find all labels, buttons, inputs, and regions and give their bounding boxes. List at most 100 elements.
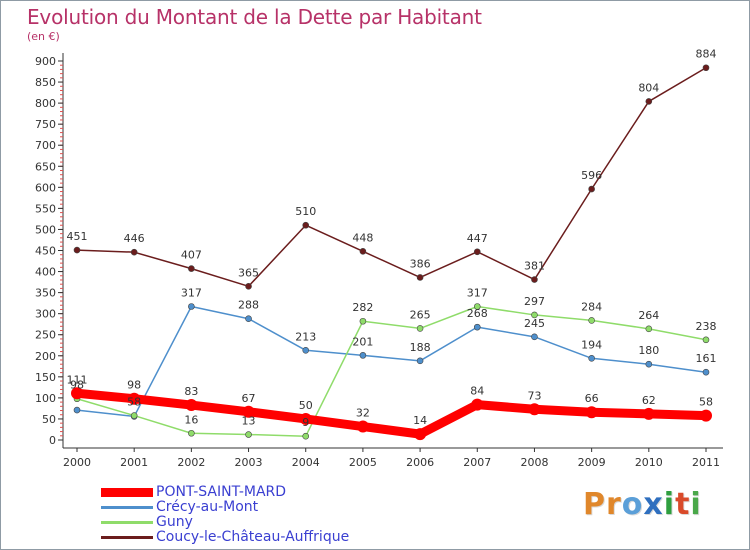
y-tick-label: 0 xyxy=(49,434,56,447)
data-label-crecy-au-mont: 268 xyxy=(467,307,488,320)
y-tick-label: 650 xyxy=(35,160,56,173)
data-label-guny: 238 xyxy=(696,320,717,333)
logo-letter: x xyxy=(643,487,664,522)
y-tick-label: 250 xyxy=(35,329,56,342)
x-tick-label: 2004 xyxy=(292,456,320,469)
data-point-guny xyxy=(302,432,310,440)
data-label-pont-saint-mard: 83 xyxy=(184,385,198,398)
data-point-coucy xyxy=(130,248,138,256)
data-point-crecy-au-mont xyxy=(473,323,481,331)
data-label-coucy: 596 xyxy=(581,169,602,182)
data-point-pont-saint-mard xyxy=(642,407,655,420)
legend-label: PONT-SAINT-MARD xyxy=(156,484,287,500)
data-label-coucy: 407 xyxy=(181,249,202,262)
data-label-guny: 282 xyxy=(352,301,373,314)
chart-title: Evolution du Montant de la Dette par Hab… xyxy=(27,5,482,29)
data-label-crecy-au-mont: 288 xyxy=(238,299,259,312)
series-line-crecy-au-mont xyxy=(76,305,707,418)
logo-letter: o xyxy=(621,487,644,522)
data-label-crecy-au-mont: 317 xyxy=(181,287,202,300)
data-point-coucy xyxy=(188,265,195,272)
data-label-coucy: 386 xyxy=(410,257,431,270)
y-tick-label: 450 xyxy=(35,245,56,258)
data-point-coucy xyxy=(473,248,481,256)
data-label-coucy: 365 xyxy=(238,266,259,279)
data-label-guny: 58 xyxy=(127,396,141,409)
legend-swatch xyxy=(101,521,153,524)
x-tick-label: 2008 xyxy=(520,456,548,469)
data-label-pont-saint-mard: 32 xyxy=(356,407,370,420)
data-label-crecy-au-mont: 180 xyxy=(638,344,659,357)
data-point-coucy xyxy=(302,221,310,229)
data-point-guny xyxy=(245,431,252,438)
data-label-coucy: 448 xyxy=(352,231,373,244)
data-label-crecy-au-mont: 245 xyxy=(524,317,545,330)
y-tick-label: 350 xyxy=(35,287,56,300)
y-tick-label: 500 xyxy=(35,223,56,236)
series-line-pont-saint-mard xyxy=(72,388,711,439)
data-point-guny xyxy=(531,311,538,319)
data-label-crecy-au-mont: 194 xyxy=(581,338,602,351)
series-line-coucy xyxy=(76,66,707,288)
data-label-coucy: 451 xyxy=(67,230,88,243)
y-tick-label: 100 xyxy=(35,392,56,405)
data-label-coucy: 510 xyxy=(295,205,316,218)
data-label-guny: 297 xyxy=(524,295,545,308)
legend-item-coucy: Coucy-le-Château-Auffrique xyxy=(101,530,349,545)
legend-swatch xyxy=(101,506,153,509)
proxiti-logo: Proxiti xyxy=(583,487,702,522)
data-point-pont-saint-mard xyxy=(185,399,198,412)
data-point-guny xyxy=(645,325,653,333)
y-tick-label: 850 xyxy=(35,76,56,89)
series-line-guny xyxy=(76,305,707,437)
data-label-guny: 264 xyxy=(638,309,659,322)
data-point-pont-saint-mard xyxy=(128,392,141,405)
data-point-crecy-au-mont xyxy=(302,347,310,354)
data-point-coucy xyxy=(416,274,424,281)
data-point-pont-saint-mard xyxy=(585,406,598,419)
legend-swatch xyxy=(101,488,153,497)
y-tick-label: 550 xyxy=(35,202,56,215)
data-label-coucy: 381 xyxy=(524,260,545,273)
data-label-crecy-au-mont: 188 xyxy=(410,341,431,354)
data-label-guny: 16 xyxy=(184,413,198,426)
data-point-crecy-au-mont xyxy=(645,360,653,368)
data-label-crecy-au-mont: 213 xyxy=(295,330,316,343)
data-labels: 451 446 407 365 510 448 386 447 381 596 804 884 317 2… xyxy=(67,48,717,429)
data-label-pont-saint-mard: 58 xyxy=(699,396,713,409)
data-point-pont-saint-mard xyxy=(414,428,427,441)
y-tick-label: 300 xyxy=(35,308,56,321)
legend-item-pont-saint-mard: PONT-SAINT-MARD xyxy=(101,485,349,500)
y-tick-label: 200 xyxy=(35,350,56,363)
y-tick-label: 400 xyxy=(35,266,56,279)
data-point-crecy-au-mont xyxy=(73,406,81,414)
data-label-coucy: 447 xyxy=(467,232,488,245)
data-point-crecy-au-mont xyxy=(245,315,252,323)
data-point-pont-saint-mard xyxy=(356,420,369,433)
data-label-guny: 284 xyxy=(581,300,602,313)
x-tick-label: 2011 xyxy=(692,456,720,469)
data-point-coucy xyxy=(73,246,81,254)
legend-item-guny: Guny xyxy=(101,515,349,530)
data-point-coucy xyxy=(702,64,710,72)
series-lines xyxy=(71,64,712,441)
data-point-coucy xyxy=(531,276,538,283)
data-label-coucy: 446 xyxy=(124,232,145,245)
data-label-guny: 13 xyxy=(242,415,256,428)
data-label-pont-saint-mard: 66 xyxy=(585,392,599,405)
data-label-pont-saint-mard: 50 xyxy=(299,399,313,412)
data-label-pont-saint-mard: 62 xyxy=(642,394,656,407)
data-label-crecy-au-mont: 161 xyxy=(696,352,717,365)
data-point-guny xyxy=(359,317,367,325)
data-label-coucy: 884 xyxy=(696,48,717,61)
data-point-crecy-au-mont xyxy=(188,303,195,310)
data-point-pont-saint-mard xyxy=(242,405,255,418)
x-tick-label: 2006 xyxy=(406,456,434,469)
data-point-pont-saint-mard xyxy=(71,387,83,400)
data-point-guny xyxy=(588,317,595,324)
data-label-coucy: 804 xyxy=(638,81,659,94)
data-point-crecy-au-mont xyxy=(702,368,710,376)
legend: PONT-SAINT-MARD Crécy-au-Mont Guny Coucy… xyxy=(101,485,349,545)
data-point-pont-saint-mard xyxy=(700,409,712,422)
